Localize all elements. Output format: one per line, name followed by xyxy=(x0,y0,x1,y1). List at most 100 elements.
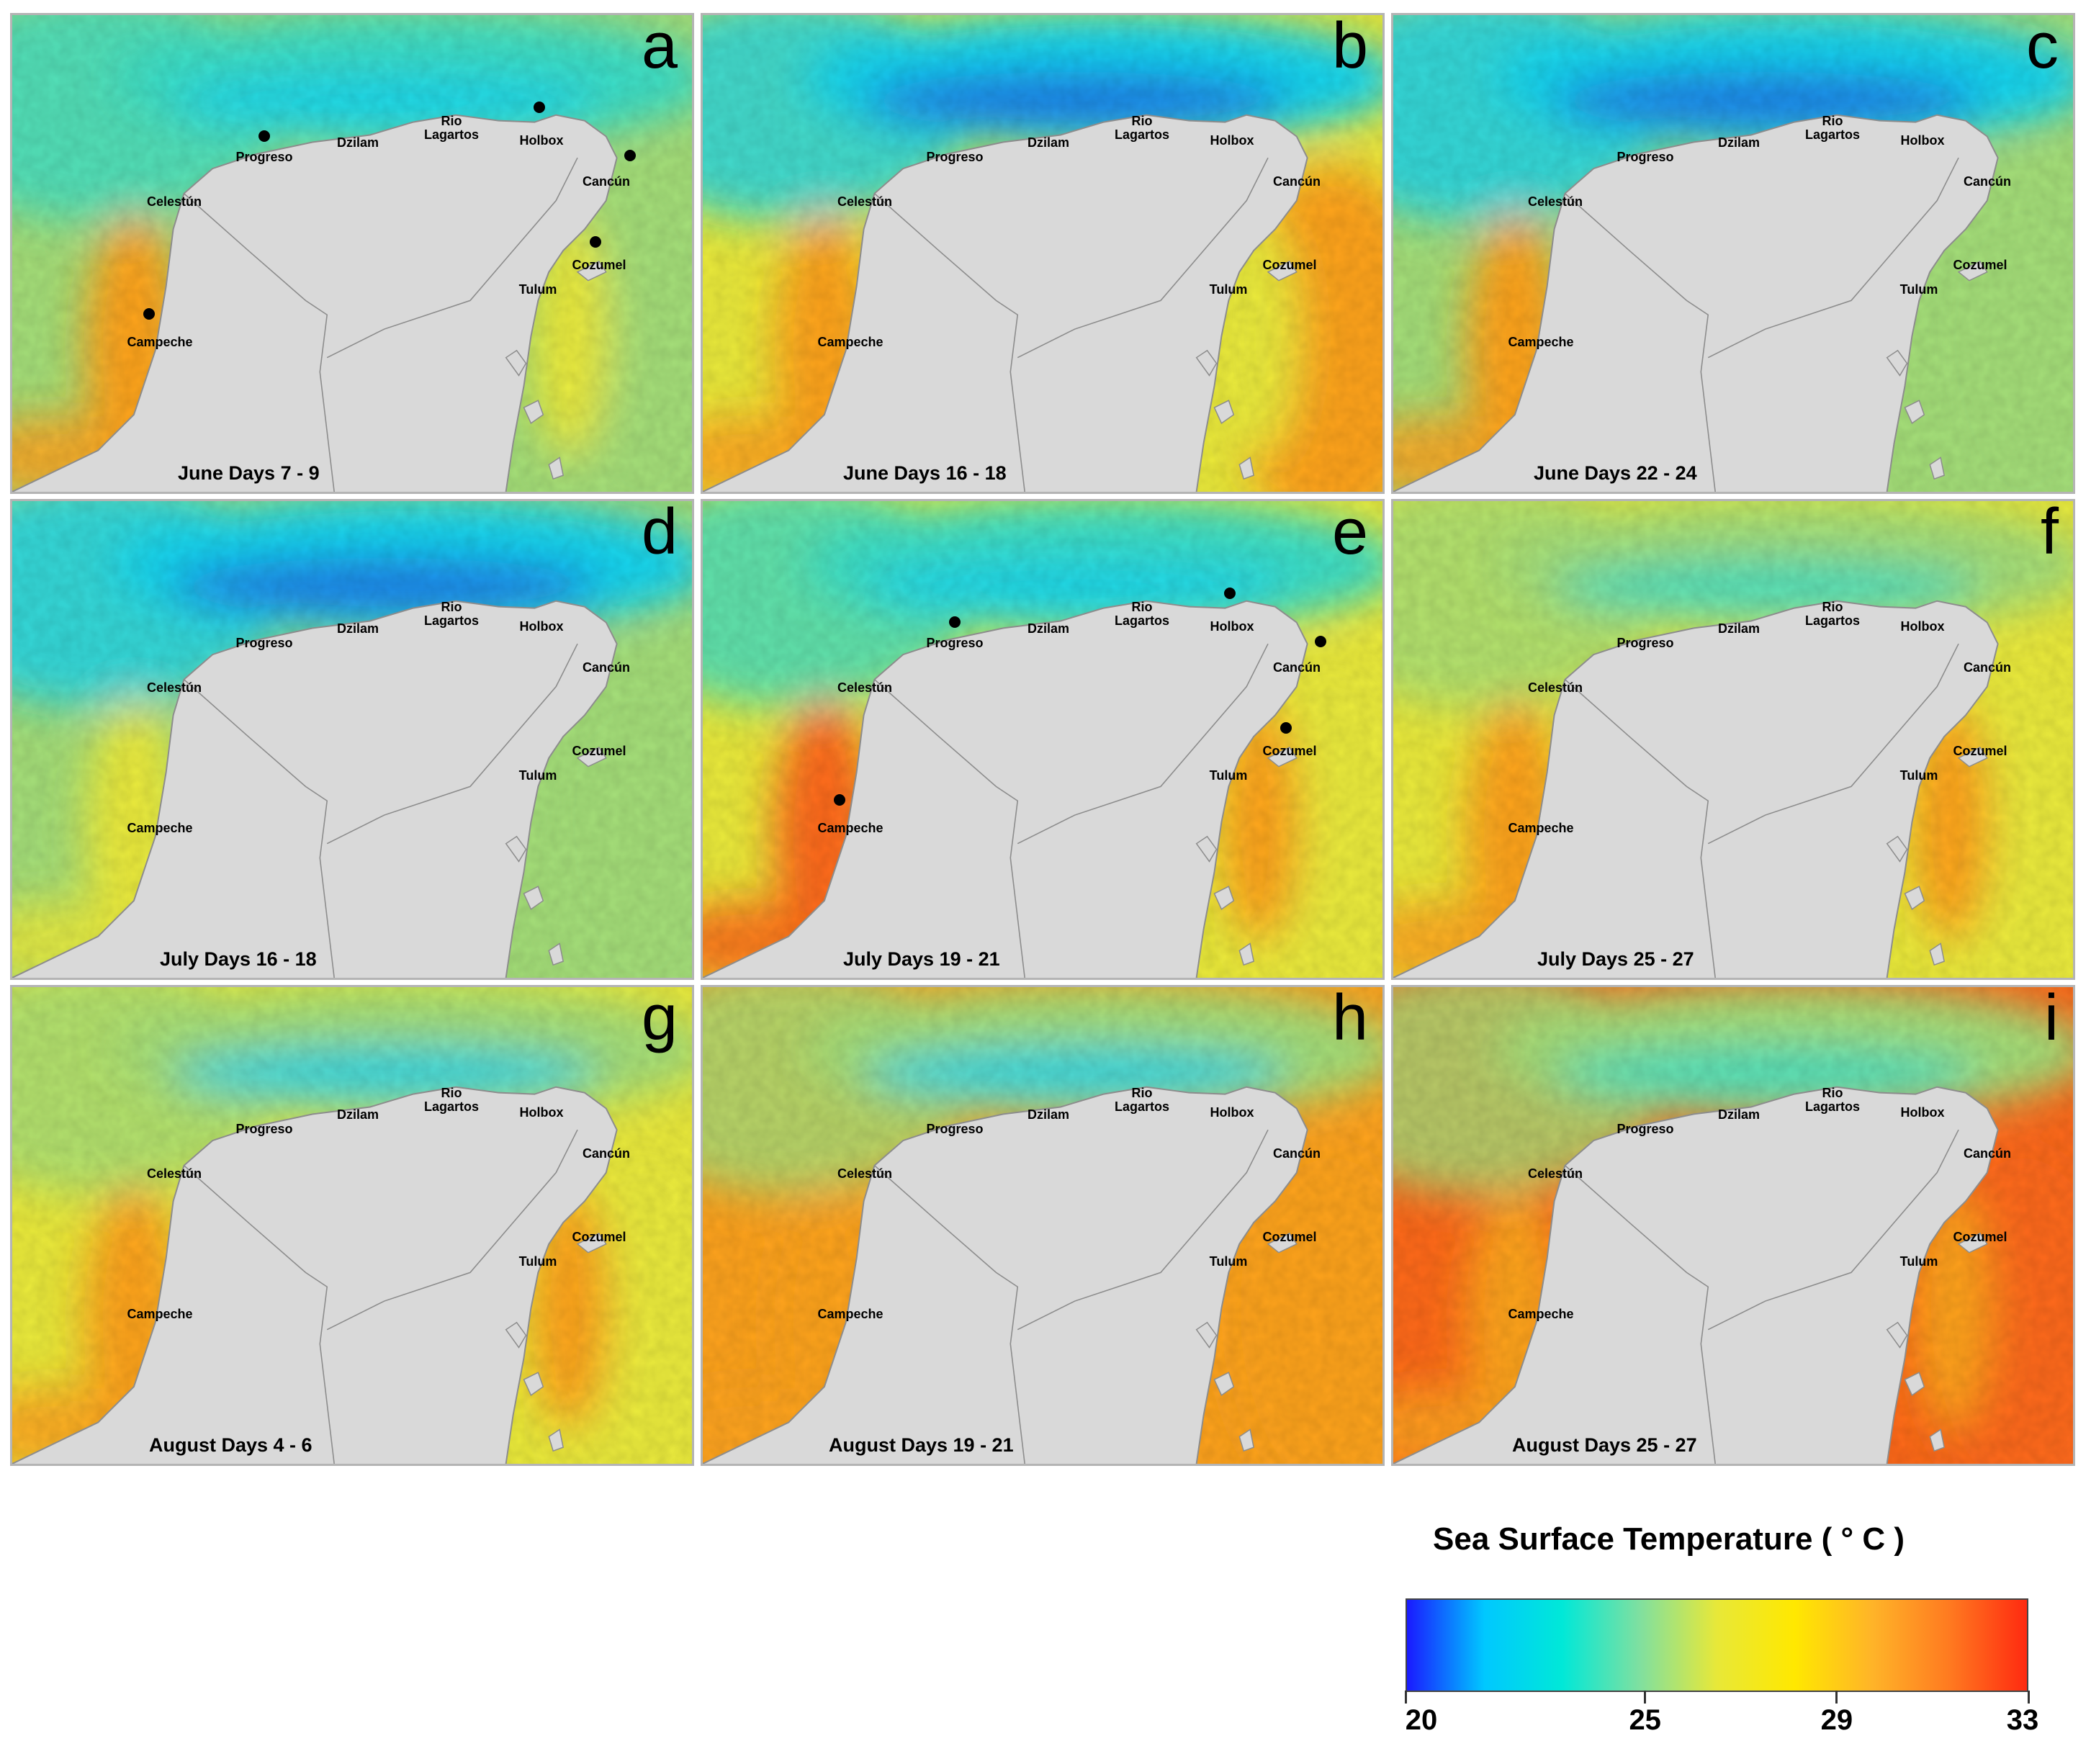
town-label: Progreso xyxy=(926,1122,984,1136)
station-marker xyxy=(590,236,601,248)
map-panel-f: Progreso Dzilam Rio Lagartos Holbox Cancún Ce… xyxy=(1391,499,2075,980)
town-label: Holbox xyxy=(519,619,564,634)
sst-map xyxy=(12,15,692,492)
town-label: Campeche xyxy=(817,335,883,349)
town-label: Celestún xyxy=(146,194,202,209)
sst-map xyxy=(1393,501,2073,978)
town-label: Cozumel xyxy=(572,1230,626,1244)
town-label: Celestún xyxy=(837,1166,893,1181)
panel-letter: h xyxy=(1331,985,1368,1054)
town-label: Campeche xyxy=(127,821,193,835)
panel-date-caption: August Days 4 - 6 xyxy=(149,1434,312,1456)
panel-date-caption: July Days 25 - 27 xyxy=(1537,948,1694,970)
town-label: Tulum xyxy=(1899,1254,1938,1269)
panel-letter: e xyxy=(1331,499,1368,568)
panel-letter: f xyxy=(2040,499,2059,568)
town-label: Tulum xyxy=(518,282,557,297)
panel-date-caption: June Days 22 - 24 xyxy=(1534,462,1697,484)
panel-date-caption: June Days 16 - 18 xyxy=(843,462,1007,484)
town-label: Holbox xyxy=(1900,133,1945,148)
town-label: Tulum xyxy=(1209,282,1248,297)
station-marker xyxy=(534,102,545,113)
town-label: Holbox xyxy=(1210,619,1254,634)
sst-legend: Sea Surface Temperature ( ° C ) 20 25 29 33 xyxy=(1397,1516,2045,1753)
town-label: Rio Lagartos xyxy=(423,600,480,628)
town-label: Tulum xyxy=(1209,768,1248,783)
colorbar-tick-label: 25 xyxy=(1629,1704,1661,1736)
town-label: Dzilam xyxy=(1717,1107,1761,1122)
town-label: Cancún xyxy=(582,660,631,675)
town-label: Rio Lagartos xyxy=(1804,1086,1861,1114)
town-label: Dzilam xyxy=(1027,621,1070,636)
town-label: Cancún xyxy=(1963,1146,2012,1161)
colorbar xyxy=(1406,1598,2028,1692)
sst-map-grid: Progreso Dzilam Rio Lagartos Holbox Cancún Ce… xyxy=(10,13,2082,1471)
sst-map xyxy=(12,987,692,1464)
town-label: Tulum xyxy=(518,1254,557,1269)
town-label: Progreso xyxy=(235,1122,293,1136)
station-marker xyxy=(1315,636,1326,647)
town-label: Tulum xyxy=(1899,768,1938,783)
town-label: Dzilam xyxy=(336,1107,379,1122)
town-label: Tulum xyxy=(518,768,557,783)
map-panel-h: Progreso Dzilam Rio Lagartos Holbox Cancún Ce… xyxy=(701,985,1385,1466)
town-label: Cozumel xyxy=(1262,1230,1317,1244)
panel-date-caption: August Days 19 - 21 xyxy=(829,1434,1014,1456)
town-label: Celestún xyxy=(1527,1166,1583,1181)
panel-date-caption: August Days 25 - 27 xyxy=(1512,1434,1697,1456)
town-label: Campeche xyxy=(127,1307,193,1321)
station-marker xyxy=(949,616,961,628)
station-marker xyxy=(1280,722,1292,734)
town-label: Rio Lagartos xyxy=(1114,1086,1170,1114)
sst-map xyxy=(703,15,1382,492)
town-label: Progreso xyxy=(1616,150,1674,164)
colorbar-tick-mark xyxy=(1835,1691,1838,1704)
town-label: Campeche xyxy=(127,335,193,349)
town-label: Rio Lagartos xyxy=(423,114,480,142)
town-label: Celestún xyxy=(1527,194,1583,209)
town-label: Dzilam xyxy=(1027,135,1070,150)
station-marker xyxy=(1224,588,1236,599)
town-label: Cancún xyxy=(1272,660,1321,675)
town-label: Progreso xyxy=(235,150,293,164)
town-label: Rio Lagartos xyxy=(1114,114,1170,142)
town-label: Cancún xyxy=(1272,1146,1321,1161)
sst-map xyxy=(1393,15,2073,492)
town-label: Progreso xyxy=(1616,1122,1674,1136)
town-label: Celestún xyxy=(1527,680,1583,695)
town-label: Holbox xyxy=(519,1105,564,1120)
town-label: Rio Lagartos xyxy=(1804,114,1861,142)
town-label: Cozumel xyxy=(1262,744,1317,758)
sst-map xyxy=(1393,987,2073,1464)
town-label: Progreso xyxy=(926,150,984,164)
town-label: Rio Lagartos xyxy=(1114,600,1170,628)
station-marker xyxy=(143,308,155,320)
town-label: Celestún xyxy=(837,680,893,695)
map-panel-a: Progreso Dzilam Rio Lagartos Holbox Cancún Ce… xyxy=(10,13,694,494)
town-label: Cozumel xyxy=(1953,744,2007,758)
town-label: Tulum xyxy=(1209,1254,1248,1269)
town-label: Cozumel xyxy=(572,258,626,272)
colorbar-tick-label: 33 xyxy=(2006,1704,2039,1736)
station-marker xyxy=(258,130,270,142)
town-label: Rio Lagartos xyxy=(1804,600,1861,628)
town-label: Progreso xyxy=(926,636,984,650)
town-label: Campeche xyxy=(1508,821,1574,835)
colorbar-tick-mark xyxy=(1404,1691,1407,1704)
town-label: Campeche xyxy=(817,821,883,835)
town-label: Cancún xyxy=(582,1146,631,1161)
town-label: Rio Lagartos xyxy=(423,1086,480,1114)
town-label: Holbox xyxy=(1900,619,1945,634)
town-label: Holbox xyxy=(1210,1105,1254,1120)
town-label: Celestún xyxy=(837,194,893,209)
town-label: Holbox xyxy=(519,133,564,148)
town-label: Progreso xyxy=(1616,636,1674,650)
sst-map xyxy=(12,501,692,978)
colorbar-tick-label: 20 xyxy=(1405,1704,1438,1736)
map-panel-d: Progreso Dzilam Rio Lagartos Holbox Cancún Ce… xyxy=(10,499,694,980)
town-label: Tulum xyxy=(1899,282,1938,297)
panel-letter: b xyxy=(1331,13,1368,82)
town-label: Dzilam xyxy=(336,621,379,636)
town-label: Dzilam xyxy=(1027,1107,1070,1122)
town-label: Cancún xyxy=(1963,660,2012,675)
